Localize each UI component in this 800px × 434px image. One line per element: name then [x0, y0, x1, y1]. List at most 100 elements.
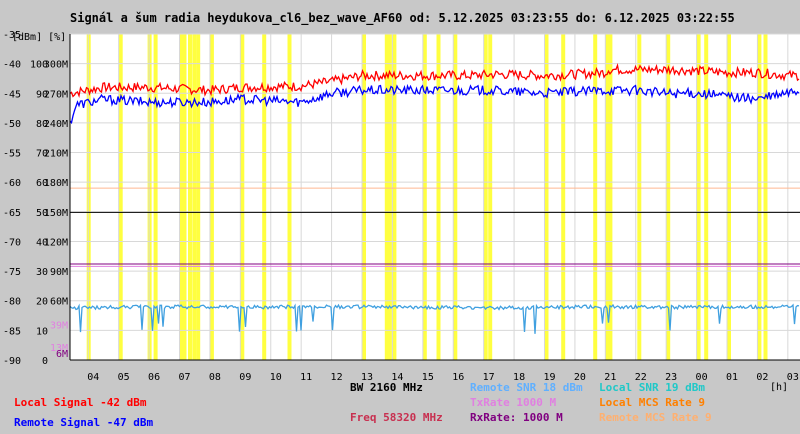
y-tick-dbm: -40 [3, 60, 21, 71]
y-tick-rate: 90M [50, 267, 68, 278]
x-tick-label: 01 [726, 372, 738, 383]
x-tick-label: 20 [574, 372, 586, 383]
y-tick-percent: 90 [36, 89, 48, 100]
x-tick-label: 02 [756, 372, 768, 383]
y-tick-dbm: -45 [3, 89, 21, 100]
x-tick-label: 14 [391, 372, 403, 383]
x-tick-label: 10 [270, 372, 282, 383]
yellow-band [179, 34, 184, 360]
yellow-band [387, 34, 392, 360]
yellow-band [262, 34, 267, 360]
yellow-band [763, 34, 768, 360]
yellow-band [287, 34, 292, 360]
chart-title: Signál a šum radia heydukova_cl6_bez_wav… [70, 11, 735, 26]
info-txrate: TxRate 1000 M [470, 396, 557, 409]
x-tick-label: 06 [148, 372, 160, 383]
yellow-band [240, 34, 245, 360]
info-frequency: Freq 58320 MHz [350, 411, 443, 424]
info-rxrate: RxRate: 1000 M [470, 411, 563, 424]
info-local-mcs: Local MCS Rate 9 [599, 396, 705, 409]
yellow-band [561, 34, 566, 360]
y-tick-percent: 80 [36, 119, 48, 130]
y-tick-dbm: -35 [3, 30, 21, 41]
y-tick-rate: 270M [44, 89, 68, 100]
x-tick-label: 12 [331, 372, 343, 383]
y-tick-percent: 70 [36, 149, 48, 160]
yellow-band [696, 34, 701, 360]
yellow-band [757, 34, 762, 360]
x-tick-label: 09 [239, 372, 251, 383]
y-tick-rate: 150M [44, 208, 68, 219]
yellow-band [483, 34, 488, 360]
info-remote-snr: Remote SNR 18 dBm [470, 381, 583, 394]
yellow-band [188, 34, 192, 360]
y-tick-percent: 10 [36, 326, 48, 337]
yellow-band [147, 34, 152, 360]
rate-label: 39M [50, 320, 68, 331]
yellow-band [593, 34, 598, 360]
x-tick-label: 17 [483, 372, 495, 383]
x-unit-label: [h] [770, 382, 788, 393]
yellow-band [608, 34, 613, 360]
series-line [69, 83, 800, 125]
yellow-band [384, 34, 389, 360]
y-unit-label: [dBm] [%] [12, 32, 66, 43]
yellow-band [666, 34, 671, 360]
x-tick-label: 15 [422, 372, 434, 383]
x-tick-label: 05 [118, 372, 130, 383]
x-tick-label: 04 [87, 372, 99, 383]
y-tick-percent: 60 [36, 178, 48, 189]
y-tick-dbm: -70 [3, 237, 21, 248]
y-tick-rate: 180M [44, 178, 68, 189]
info-local-snr: Local SNR 19 dBm [599, 381, 705, 394]
y-tick-rate: 300M [44, 60, 68, 71]
x-tick-label: 22 [635, 372, 647, 383]
legend-local-signal: Local Signal -42 dBm [14, 396, 147, 409]
y-tick-dbm: -80 [3, 297, 21, 308]
yellow-band [605, 34, 610, 360]
yellow-band [453, 34, 458, 360]
y-tick-percent: 0 [42, 356, 48, 367]
x-tick-label: 11 [300, 372, 312, 383]
legend-remote-signal: Remote Signal -47 dBm [14, 416, 154, 429]
y-tick-dbm: -55 [3, 149, 21, 160]
yellow-band [704, 34, 709, 360]
yellow-band [392, 34, 397, 360]
yellow-band [182, 34, 187, 360]
yellow-band [488, 34, 493, 360]
x-tick-label: 00 [696, 372, 708, 383]
y-tick-rate: 120M [44, 237, 68, 248]
yellow-band [637, 34, 642, 360]
info-remote-mcs: Remote MCS Rate 9 [599, 411, 712, 424]
x-tick-label: 03 [787, 372, 799, 383]
x-tick-label: 13 [361, 372, 373, 383]
y-tick-percent: 100 [30, 60, 48, 71]
y-tick-percent: 30 [36, 267, 48, 278]
y-tick-rate: 240M [44, 119, 68, 130]
series-line [69, 303, 800, 334]
y-tick-dbm: -50 [3, 119, 21, 130]
yellow-band [362, 34, 366, 360]
x-tick-label: 21 [604, 372, 616, 383]
x-tick-label: 07 [178, 372, 190, 383]
yellow-band [192, 34, 197, 360]
y-tick-rate: 60M [50, 297, 68, 308]
series-line [69, 63, 800, 99]
rate-label: 13M [50, 343, 68, 354]
yellow-band [727, 34, 731, 360]
y-tick-percent: 20 [36, 297, 48, 308]
x-tick-label: 18 [513, 372, 525, 383]
x-tick-label: 23 [665, 372, 677, 383]
x-tick-label: 19 [543, 372, 555, 383]
y-tick-dbm: -85 [3, 326, 21, 337]
yellow-band [209, 34, 214, 360]
y-tick-dbm: -60 [3, 178, 21, 189]
x-tick-label: 08 [209, 372, 221, 383]
yellow-band [544, 34, 549, 360]
yellow-band [196, 34, 201, 360]
yellow-band [436, 34, 441, 360]
yellow-band [422, 34, 427, 360]
y-tick-dbm: -65 [3, 208, 21, 219]
yellow-band [153, 34, 158, 360]
